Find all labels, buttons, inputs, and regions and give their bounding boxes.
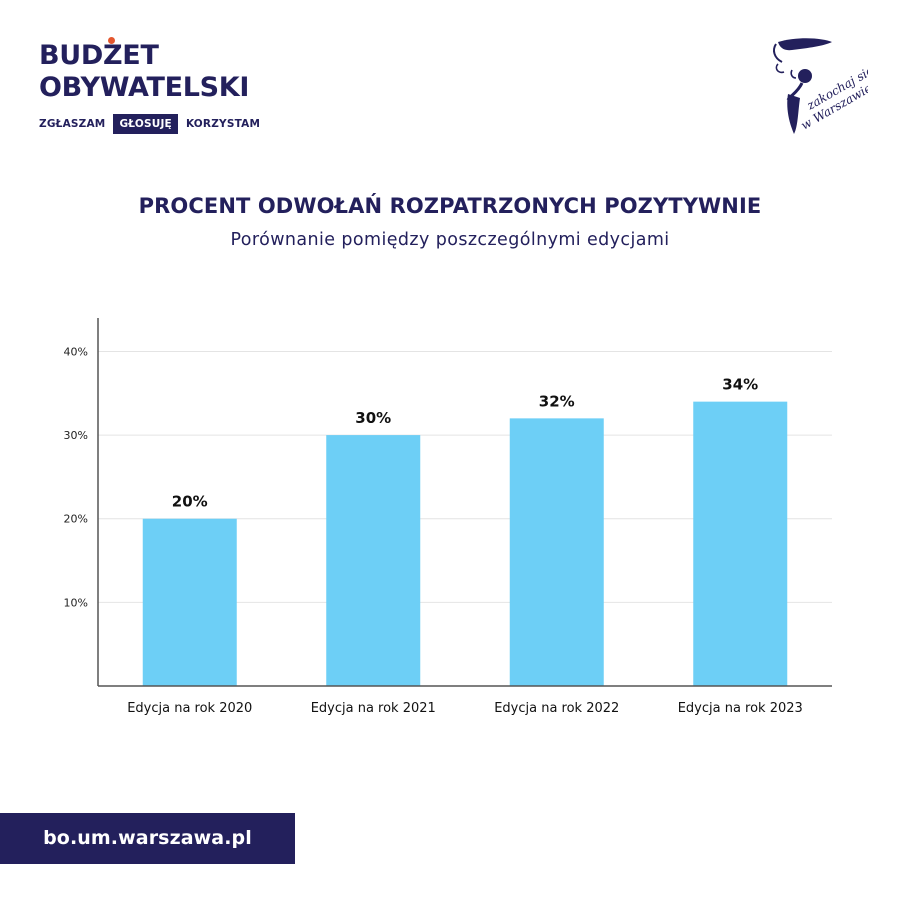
bar: [509, 418, 604, 686]
warsaw-mermaid-logo-icon: zakochaj się w Warszawie: [773, 38, 868, 134]
brand-line-2: OBYWATELSKI: [39, 72, 250, 103]
tagline-item-korzystam: KORZYSTAM: [185, 118, 261, 130]
tagline-item-glosuje: GŁOSUJĘ: [113, 114, 178, 134]
x-tick-label: Edycja na rok 2023: [678, 701, 803, 716]
y-tick-label: 30%: [64, 429, 88, 442]
data-label: 34%: [722, 376, 758, 394]
brand-logo: BUDŻET OBYWATELSKI ZGŁASZAM GŁOSUJĘ KORZ…: [39, 37, 260, 134]
brand-line-1: BUDŻET: [39, 40, 159, 71]
tagline-item-zglaszam: ZGŁASZAM: [39, 118, 106, 130]
footer-url-badge: bo.um.warszawa.pl: [0, 813, 295, 864]
x-tick-label: Edycja na rok 2022: [494, 701, 619, 716]
data-label: 32%: [539, 392, 575, 410]
brand-dot-icon: [108, 37, 115, 44]
x-tick-label: Edycja na rok 2021: [311, 701, 436, 716]
data-label: 20%: [172, 493, 208, 511]
y-tick-label: 20%: [64, 513, 88, 526]
bar: [326, 435, 421, 686]
data-label: 30%: [355, 409, 391, 427]
x-tick-label: Edycja na rok 2020: [127, 701, 252, 716]
chart-title: PROCENT ODWOŁAŃ ROZPATRZONYCH POZYTYWNIE: [138, 194, 762, 218]
y-tick-label: 10%: [64, 596, 88, 609]
bar: [693, 401, 788, 686]
brand-tagline: ZGŁASZAM GŁOSUJĘ KORZYSTAM: [39, 114, 260, 134]
y-tick-label: 40%: [64, 345, 88, 358]
chart-subtitle: Porównanie pomiędzy poszczególnymi edycj…: [230, 230, 670, 250]
bar: [142, 518, 237, 686]
